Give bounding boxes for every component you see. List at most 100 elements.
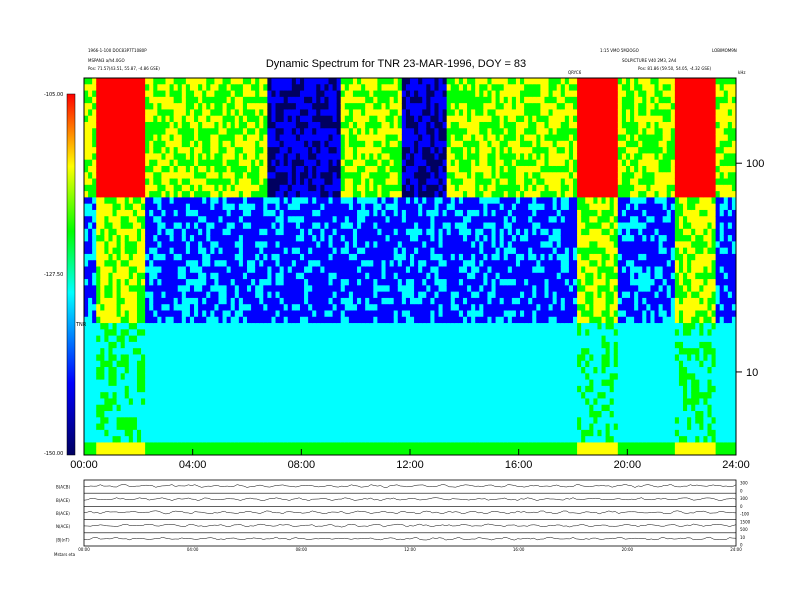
heatmap-cell xyxy=(173,429,179,437)
heatmap-cell xyxy=(247,253,252,261)
heatmap-cell xyxy=(308,128,313,136)
heatmap-cell xyxy=(238,90,244,98)
heatmap-cell xyxy=(324,159,330,167)
heatmap-cell xyxy=(206,115,211,123)
heatmap-cell xyxy=(185,429,191,437)
heatmap-cell xyxy=(251,247,256,255)
heatmap-cell xyxy=(173,197,179,205)
heatmap-cell xyxy=(100,222,105,230)
heatmap-cell xyxy=(287,436,293,443)
heatmap-cell xyxy=(149,398,154,406)
heatmap-cell xyxy=(92,241,97,249)
heatmap-cell xyxy=(271,140,277,148)
heatmap-cell xyxy=(120,417,126,425)
heatmap-cell xyxy=(275,235,281,242)
heatmap-cell xyxy=(369,165,374,173)
heatmap-cell xyxy=(104,329,109,337)
heatmap-cell xyxy=(157,423,162,431)
heatmap-cell xyxy=(410,197,415,205)
heatmap-cell xyxy=(361,316,366,324)
heatmap-cell xyxy=(389,203,395,211)
heatmap-cell xyxy=(316,385,321,393)
heatmap-cell xyxy=(299,165,305,173)
heatmap-cell xyxy=(389,241,395,249)
heatmap-cell xyxy=(414,442,419,450)
heatmap-cell xyxy=(100,140,105,148)
heatmap-cell xyxy=(202,178,207,186)
heatmap-cell xyxy=(234,266,240,274)
heatmap-cell xyxy=(255,115,260,123)
heatmap-cell xyxy=(84,78,89,85)
heatmap-cell xyxy=(104,348,109,355)
heatmap-cell xyxy=(365,360,370,368)
heatmap-cell xyxy=(234,297,240,305)
heatmap-cell xyxy=(320,360,325,368)
heatmap-cell xyxy=(361,379,366,387)
heatmap-cell xyxy=(328,209,334,217)
heatmap-cell xyxy=(320,78,325,85)
heatmap-cell xyxy=(308,411,313,418)
heatmap-cell xyxy=(267,153,272,161)
heatmap-cell xyxy=(287,209,293,217)
heatmap-cell xyxy=(401,228,407,236)
heatmap-cell xyxy=(132,360,138,368)
heatmap-cell xyxy=(352,329,358,337)
heatmap-cell xyxy=(352,121,358,129)
heatmap-cell xyxy=(177,84,183,92)
heatmap-cell xyxy=(161,373,167,381)
heatmap-cell xyxy=(198,90,203,98)
heatmap-cell xyxy=(198,316,203,324)
heatmap-cell xyxy=(124,78,130,85)
heatmap-cell xyxy=(361,115,366,123)
heatmap-cell xyxy=(214,323,219,330)
heatmap-cell xyxy=(267,392,272,399)
heatmap-cell xyxy=(357,316,362,324)
heatmap-cell xyxy=(173,203,179,211)
heatmap-cell xyxy=(169,423,175,431)
heatmap-cell xyxy=(369,297,374,305)
heatmap-cell xyxy=(401,90,407,98)
heatmap-cell xyxy=(263,417,268,425)
heatmap-cell xyxy=(210,153,215,161)
heatmap-cell xyxy=(377,140,382,148)
heatmap-cell xyxy=(218,291,224,299)
heatmap-cell xyxy=(393,140,399,148)
heatmap-cell xyxy=(112,341,118,349)
heatmap-cell xyxy=(185,222,191,230)
heatmap-cell xyxy=(332,411,338,418)
heatmap-cell xyxy=(242,429,248,437)
heatmap-cell xyxy=(418,436,423,443)
heatmap-cell xyxy=(299,109,305,117)
heatmap-cell xyxy=(340,385,346,393)
heatmap-cell xyxy=(369,247,374,255)
heatmap-cell xyxy=(308,90,313,98)
heatmap-cell xyxy=(332,241,338,249)
heatmap-cell xyxy=(316,373,321,381)
heatmap-cell xyxy=(295,310,301,318)
heatmap-cell xyxy=(348,379,354,387)
heatmap-cell xyxy=(352,348,358,355)
heatmap-cell xyxy=(242,216,248,224)
heatmap-cell xyxy=(328,191,334,198)
heatmap-cell xyxy=(320,379,325,387)
heatmap-cell xyxy=(194,423,199,431)
heatmap-cell xyxy=(96,329,101,337)
heatmap-cell xyxy=(251,172,256,180)
heatmap-cell xyxy=(365,385,370,393)
heatmap-cell xyxy=(181,184,187,192)
heatmap-cell xyxy=(206,404,211,412)
heatmap-cell xyxy=(401,128,407,136)
heatmap-cell xyxy=(226,78,232,85)
heatmap-cell xyxy=(161,442,167,450)
heatmap-cell xyxy=(291,341,297,349)
heatmap-cell xyxy=(218,272,224,280)
heatmap-cell xyxy=(251,404,256,412)
heatmap-cell xyxy=(210,103,215,110)
heatmap-cell xyxy=(397,285,403,293)
heatmap-cell xyxy=(230,159,236,167)
heatmap-cell xyxy=(373,329,378,337)
heatmap-cell xyxy=(295,159,301,167)
heatmap-cell xyxy=(165,209,171,217)
heatmap-cell xyxy=(299,241,305,249)
heatmap-cell xyxy=(344,235,350,242)
